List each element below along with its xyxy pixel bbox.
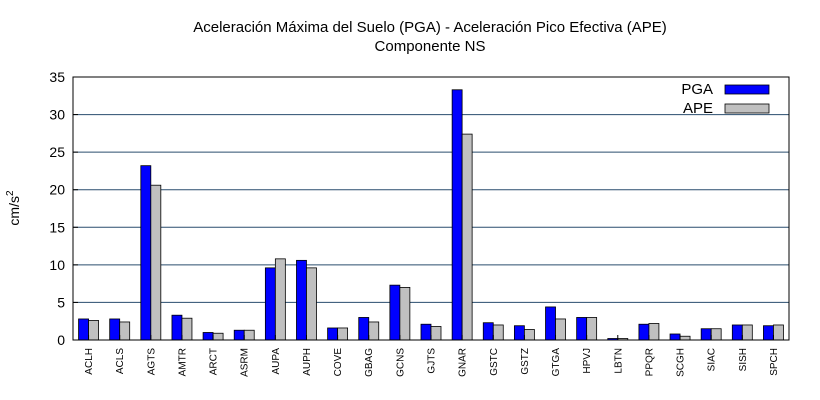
bar-pga-gstc xyxy=(482,322,494,341)
legend-label-ape: APE xyxy=(683,100,713,117)
bar-ape-acls xyxy=(119,321,131,341)
bar-pga-acls xyxy=(109,318,121,341)
bar-pga-cove xyxy=(327,327,339,341)
x-tick-label: PPQR xyxy=(644,348,655,376)
legend-label-pga: PGA xyxy=(681,81,713,98)
bar-pga-amtr xyxy=(171,314,183,341)
bar-pga-aupa xyxy=(264,267,276,341)
x-tick-label: GCNS xyxy=(395,348,406,377)
bar-ape-spch xyxy=(773,324,784,341)
y-tick-label: 10 xyxy=(49,257,65,273)
x-tick-label: ACLS xyxy=(115,348,126,374)
x-tick-label: AGTS xyxy=(146,348,157,376)
bar-ape-siac xyxy=(710,328,722,341)
chart-subtitle: Componente NS xyxy=(375,38,486,55)
x-tick-label: GNAR xyxy=(458,348,469,377)
bar-ape-gnar xyxy=(461,133,473,341)
x-tick-label: GBAG xyxy=(364,348,375,377)
bar-pga-siac xyxy=(700,328,712,341)
y-tick-label: 25 xyxy=(49,144,65,160)
bar-ape-arct xyxy=(212,332,224,341)
x-tick-label: GSTC xyxy=(489,348,500,376)
bar-ape-aclh xyxy=(88,320,99,341)
legend: PGA APE xyxy=(681,81,770,117)
bar-ape-ppqr xyxy=(648,323,660,341)
x-tick-label: SIAC xyxy=(707,348,718,371)
x-tick-label: ACLH xyxy=(84,348,95,375)
x-tick-label: AUPH xyxy=(302,348,313,376)
y-tick-label: 15 xyxy=(49,219,65,235)
bar-ape-gjts xyxy=(430,326,442,341)
x-tick-label: SCGH xyxy=(676,348,687,377)
bar-ape-sish xyxy=(741,324,753,341)
y-tick-label: 35 xyxy=(49,69,65,85)
bar-pga-aclh xyxy=(78,318,89,341)
chart-title: Aceleración Máxima del Suelo (PGA) - Ace… xyxy=(193,19,667,36)
y-tick-label: 20 xyxy=(49,182,65,198)
x-tick-label: GTGA xyxy=(551,348,562,377)
bar-ape-scgh xyxy=(679,335,691,341)
bar-ape-gstc xyxy=(492,324,504,341)
y-axis-label: cm/s2 xyxy=(5,190,22,226)
bar-pga-auph xyxy=(296,259,307,341)
bar-ape-gstz xyxy=(523,329,535,341)
bar-ape-hpvj xyxy=(586,317,598,341)
bar-pga-agts xyxy=(140,165,152,341)
bar-pga-hpvj xyxy=(576,317,588,341)
bar-pga-gnar xyxy=(451,89,463,341)
x-tick-label: COVE xyxy=(333,348,344,377)
bar-pga-gjts xyxy=(420,323,432,341)
bar-pga-gstz xyxy=(513,325,525,341)
grid-lines xyxy=(73,114,789,303)
bar-ape-asrm xyxy=(243,329,255,341)
bar-pga-gbag xyxy=(358,317,370,341)
bar-ape-amtr xyxy=(181,317,193,341)
bar-ape-gbag xyxy=(368,321,380,341)
y-tick-label: 30 xyxy=(49,107,65,123)
bar-pga-ppqr xyxy=(638,323,650,341)
x-tick-label: LBTN xyxy=(613,348,624,374)
legend-swatch-ape xyxy=(724,103,770,114)
bar-ape-agts xyxy=(150,184,162,341)
x-tick-label: SISH xyxy=(738,348,749,371)
bar-pga-gtga xyxy=(545,306,556,341)
x-tick-label: GJTS xyxy=(427,348,438,374)
plot-frame xyxy=(72,76,790,341)
bar-ape-auph xyxy=(306,267,317,341)
bar-pga-scgh xyxy=(669,333,681,341)
bar-pga-arct xyxy=(202,332,214,341)
bars xyxy=(78,89,784,341)
y-axis-ticks: 0 5 10 15 20 25 30 35 xyxy=(49,69,78,348)
bar-pga-asrm xyxy=(233,329,245,341)
bar-pga-gcns xyxy=(389,284,401,341)
y-tick-label: 0 xyxy=(57,332,65,348)
bar-ape-aupa xyxy=(274,258,286,341)
bar-pga-sish xyxy=(731,324,743,341)
y-tick-label: 5 xyxy=(57,294,65,310)
x-tick-label: ASRM xyxy=(240,348,251,377)
x-tick-label: AMTR xyxy=(177,348,188,376)
x-axis-ticks: ACLH ACLS AGTS AMTR ARCT ASRM AUPA AUPH COVE GBAG… xyxy=(84,335,780,377)
bar-ape-gcns xyxy=(399,286,411,341)
x-tick-label: SPCH xyxy=(769,348,780,376)
bar-pga-spch xyxy=(763,325,774,341)
bar-ape-cove xyxy=(337,327,349,341)
x-tick-label: ARCT xyxy=(209,348,220,375)
x-tick-label: GSTZ xyxy=(520,348,531,375)
x-tick-label: HPVJ xyxy=(582,348,593,374)
legend-swatch-pga xyxy=(724,84,770,95)
bar-ape-gtga xyxy=(555,318,566,341)
x-tick-label: AUPA xyxy=(271,348,282,375)
